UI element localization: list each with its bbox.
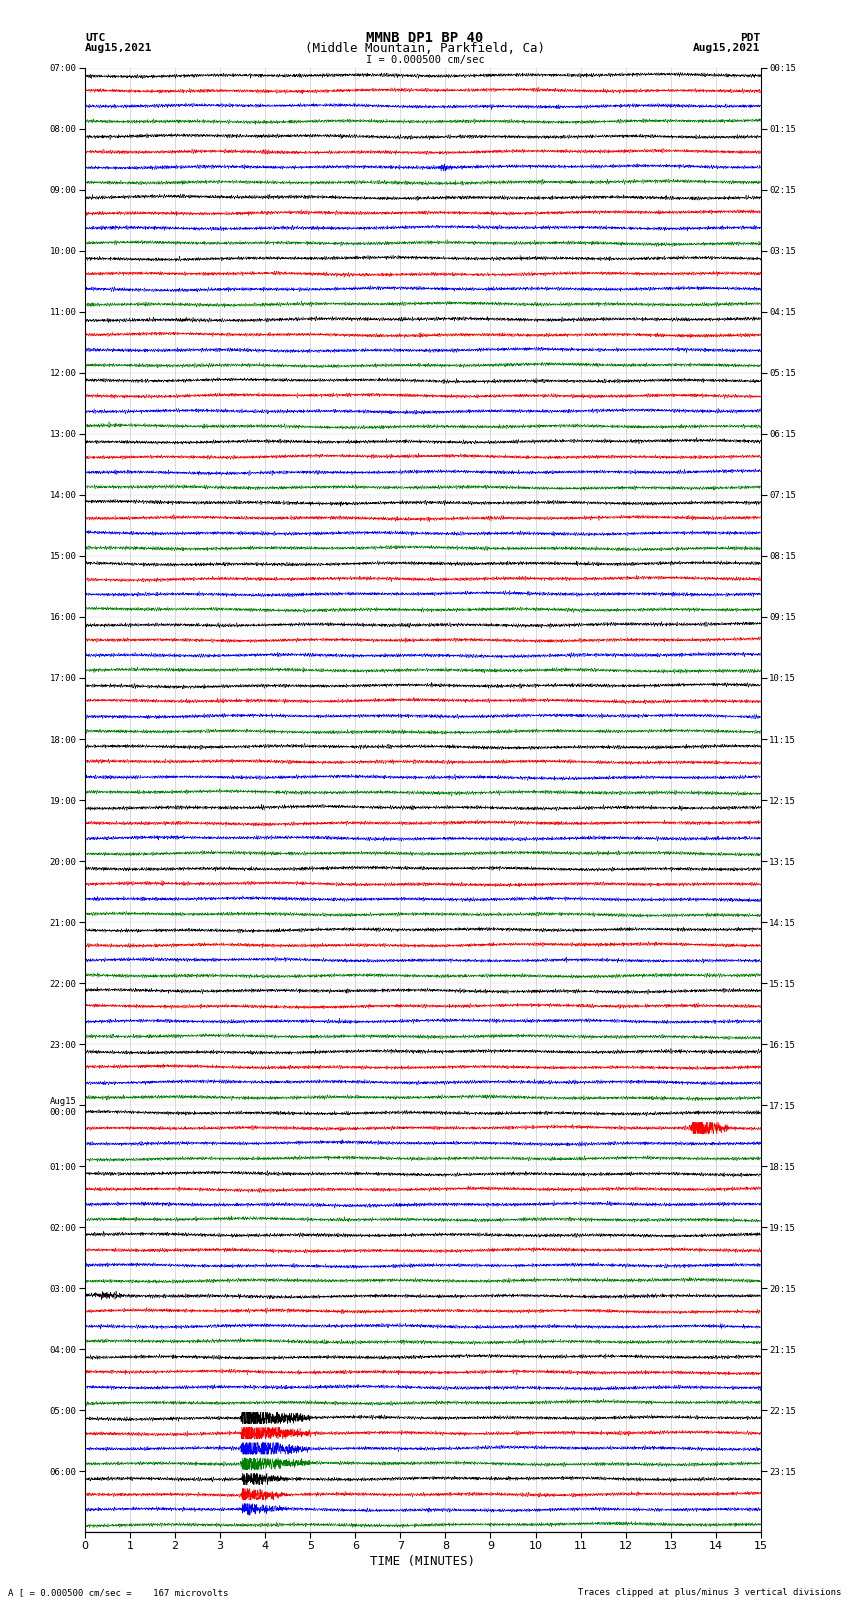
Text: (Middle Mountain, Parkfield, Ca): (Middle Mountain, Parkfield, Ca)	[305, 42, 545, 55]
Text: Traces clipped at plus/minus 3 vertical divisions: Traces clipped at plus/minus 3 vertical …	[578, 1587, 842, 1597]
Text: UTC: UTC	[85, 32, 105, 44]
Text: MMNB DP1 BP 40: MMNB DP1 BP 40	[366, 31, 484, 45]
Text: Aug15,2021: Aug15,2021	[85, 44, 152, 53]
X-axis label: TIME (MINUTES): TIME (MINUTES)	[371, 1555, 475, 1568]
Text: PDT: PDT	[740, 32, 761, 44]
Text: I = 0.000500 cm/sec: I = 0.000500 cm/sec	[366, 55, 484, 65]
Text: A [ = 0.000500 cm/sec =    167 microvolts: A [ = 0.000500 cm/sec = 167 microvolts	[8, 1587, 229, 1597]
Text: Aug15,2021: Aug15,2021	[694, 44, 761, 53]
